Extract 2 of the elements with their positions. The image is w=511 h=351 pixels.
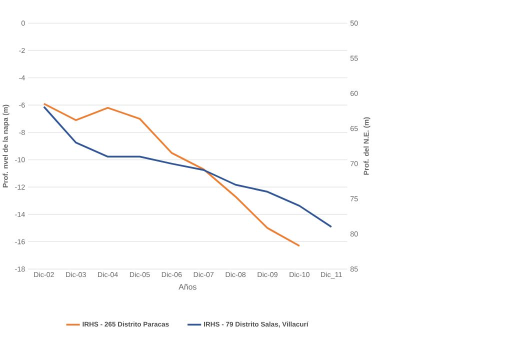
line-series [43, 106, 332, 228]
line-series [43, 103, 300, 247]
